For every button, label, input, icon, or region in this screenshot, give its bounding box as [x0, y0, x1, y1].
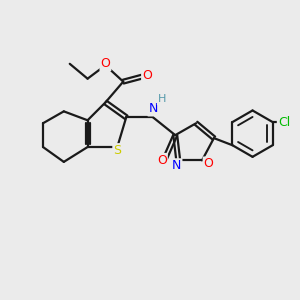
Text: S: S [113, 144, 121, 157]
Text: Cl: Cl [278, 116, 290, 129]
Text: O: O [100, 57, 110, 70]
Text: O: O [157, 154, 167, 167]
Text: H: H [158, 94, 166, 104]
Text: N: N [172, 159, 182, 172]
Text: O: O [142, 69, 152, 82]
Text: N: N [148, 103, 158, 116]
Text: O: O [204, 158, 214, 170]
